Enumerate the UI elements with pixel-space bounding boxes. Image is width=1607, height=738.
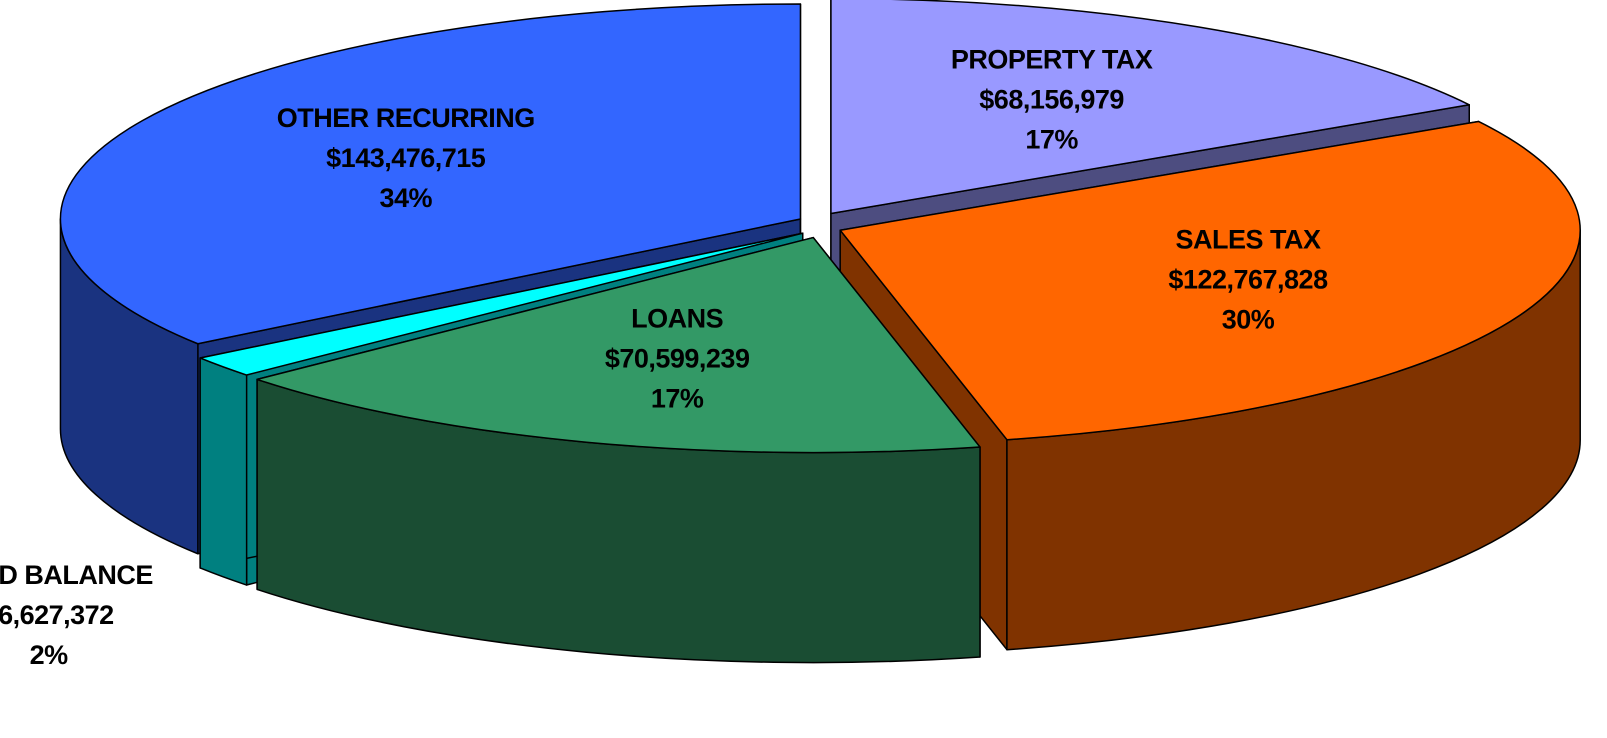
slice-percent-label: 17% [1025, 125, 1078, 155]
slice-label: PROPERTY TAX [951, 45, 1153, 75]
slice [839, 120, 1581, 441]
slice-label: FUND BALANCE [0, 560, 153, 590]
slice [59, 3, 802, 345]
slice-percent-label: 30% [1222, 304, 1275, 334]
slice-percent-label: 2% [30, 640, 69, 670]
slice [830, 0, 1470, 215]
slice [256, 236, 981, 454]
slice-label: SALES TAX [1176, 224, 1322, 254]
slice-side [199, 357, 248, 586]
slice-percent-label: 34% [379, 183, 432, 213]
slice-percent-label: 17% [651, 383, 704, 413]
slice-value-label: $68,156,979 [979, 85, 1124, 115]
slice-value-label: $143,476,715 [326, 143, 486, 173]
slice [199, 232, 804, 376]
slice-value-label: $70,599,239 [605, 343, 750, 373]
slice-value-label: $122,767,828 [1168, 264, 1328, 294]
slice-label: LOANS [631, 303, 723, 333]
slice-label: OTHER RECURRING [277, 103, 535, 133]
slice-value-label: $6,627,372 [0, 600, 114, 630]
